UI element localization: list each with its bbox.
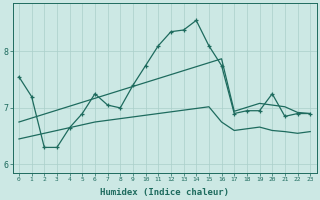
X-axis label: Humidex (Indice chaleur): Humidex (Indice chaleur) — [100, 188, 229, 197]
